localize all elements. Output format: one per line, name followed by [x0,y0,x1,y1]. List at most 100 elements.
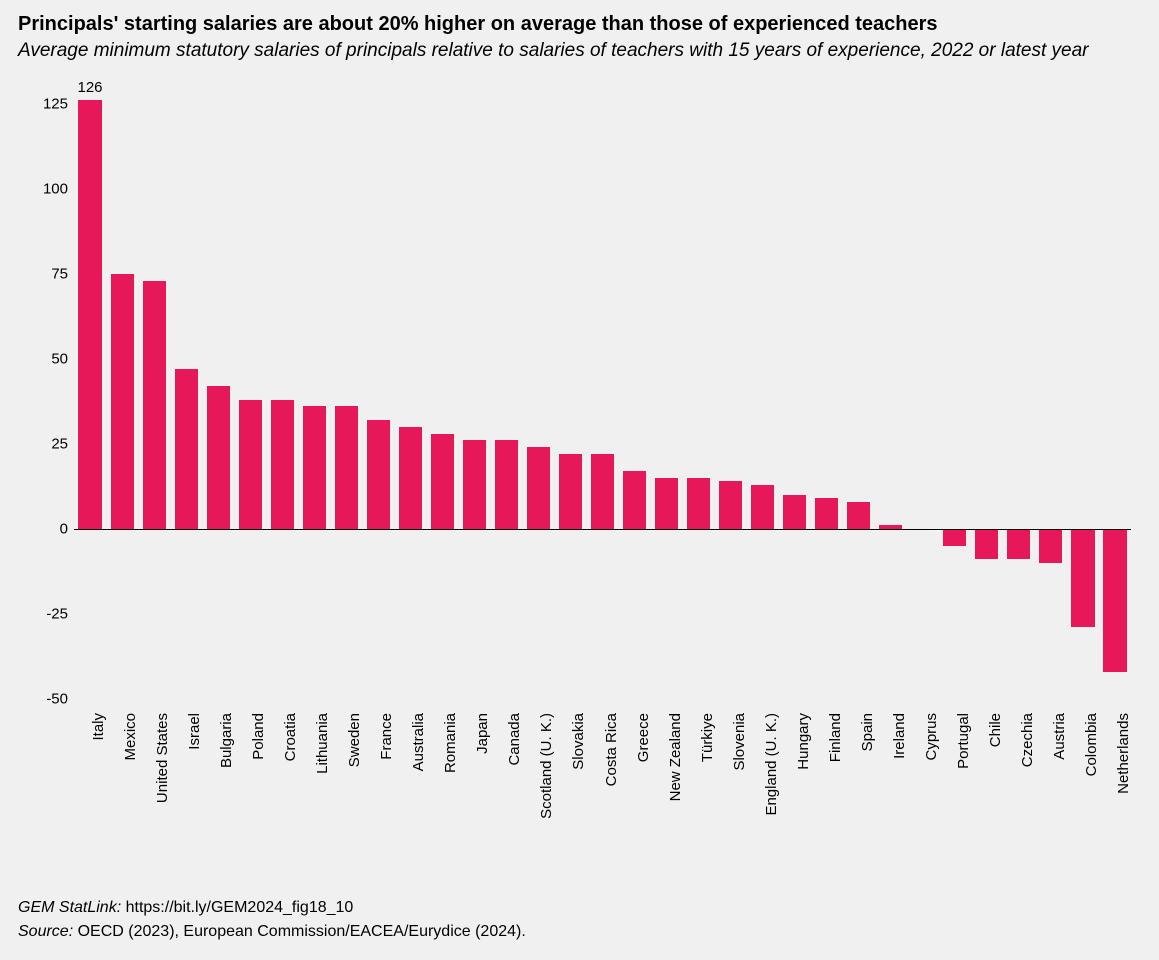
x-axis-label: Colombia [1083,713,1100,776]
bar-slot [779,87,811,699]
chart-subtitle: Average minimum statutory salaries of pr… [18,39,1141,63]
bar-slot [843,87,875,699]
bar-slot [651,87,683,699]
bar-slot [490,87,522,699]
x-label-slot: Finland [811,707,843,867]
x-axis-label: Australia [410,713,427,771]
x-label-slot: Italy [74,707,106,867]
bar-slot [907,87,939,699]
x-label-slot: Türkiye [683,707,715,867]
bar [111,274,134,529]
bar-slot [715,87,747,699]
bar [495,440,518,528]
x-label-slot: Czechia [1003,707,1035,867]
bar [431,434,454,529]
x-axis-label: Hungary [795,713,812,770]
bar-slot [362,87,394,699]
bar-slot [522,87,554,699]
y-axis-tick: 100 [26,180,68,197]
x-axis-label: Czechia [1019,713,1036,767]
bar [367,420,390,529]
x-label-slot: Israel [170,707,202,867]
y-axis-tick: -25 [26,605,68,622]
x-axis-label: Mexico [122,713,139,761]
bar [527,447,550,529]
x-axis-label: Italy [90,713,107,741]
bar-slot [138,87,170,699]
bar [687,478,710,529]
x-label-slot: Costa Rica [587,707,619,867]
bar-slot [587,87,619,699]
bar [143,281,166,529]
x-axis-label: United States [154,713,171,803]
x-label-slot: Lithuania [298,707,330,867]
x-axis-label: Greece [635,713,652,762]
bar [271,400,294,529]
x-label-slot: Ireland [875,707,907,867]
bar-slot [811,87,843,699]
x-label-slot: Chile [971,707,1003,867]
x-label-slot: Poland [234,707,266,867]
bar [175,369,198,529]
x-axis-label: France [378,713,395,760]
bar-slot [1067,87,1099,699]
x-label-slot: Slovakia [554,707,586,867]
x-label-slot: Australia [394,707,426,867]
x-axis-label: Japan [474,713,491,754]
statlink-url: https://bit.ly/GEM2024_fig18_10 [126,899,354,916]
x-axis-label: Romania [442,713,459,773]
y-axis-tick: 0 [26,520,68,537]
bar [399,427,422,529]
x-axis-label: Chile [987,713,1004,747]
bar [78,100,101,528]
x-axis-label: Slovenia [731,713,748,771]
x-axis-label: Slovakia [570,713,587,770]
bar [975,529,998,560]
bar [751,485,774,529]
x-axis-label: Israel [186,713,203,750]
bar-slot [298,87,330,699]
x-label-slot: France [362,707,394,867]
x-axis-label: England (U. K.) [763,713,780,816]
bar-slot [170,87,202,699]
bar-slot [426,87,458,699]
bar-slot [266,87,298,699]
y-axis-tick: 125 [26,95,68,112]
bar-slot [1099,87,1131,699]
bar [207,386,230,529]
x-label-slot: Japan [458,707,490,867]
bar [847,502,870,529]
source-text: OECD (2023), European Commission/EACEA/E… [78,923,526,940]
bar [655,478,678,529]
x-axis-label: Finland [827,713,844,762]
x-axis-label: Croatia [282,713,299,761]
bar [783,495,806,529]
bar-slot [971,87,1003,699]
bar [591,454,614,529]
bar-slot [554,87,586,699]
bar [303,406,326,528]
x-label-slot: United States [138,707,170,867]
x-axis-label: Canada [506,713,523,766]
x-axis-label: Scotland (U. K.) [538,713,555,819]
bar-slot [330,87,362,699]
x-label-slot: Slovenia [715,707,747,867]
bar [559,454,582,529]
bar-slot [683,87,715,699]
x-axis-label: Türkiye [699,713,716,762]
x-label-slot: Cyprus [907,707,939,867]
x-axis-label: Netherlands [1115,713,1132,794]
x-label-slot: Canada [490,707,522,867]
bar [335,406,358,528]
chart-area: 126 -50-250255075100125 ItalyMexicoUnite… [18,87,1141,907]
x-axis-labels: ItalyMexicoUnited StatesIsraelBulgariaPo… [74,707,1131,867]
bar-slot [202,87,234,699]
bar [239,400,262,529]
x-label-slot: Scotland (U. K.) [522,707,554,867]
bar-slot [394,87,426,699]
x-label-slot: Spain [843,707,875,867]
y-axis-tick: 25 [26,435,68,452]
source-label: Source: [18,923,73,940]
x-axis-label: Austria [1051,713,1068,760]
chart-title: Principals' starting salaries are about … [18,12,1141,37]
